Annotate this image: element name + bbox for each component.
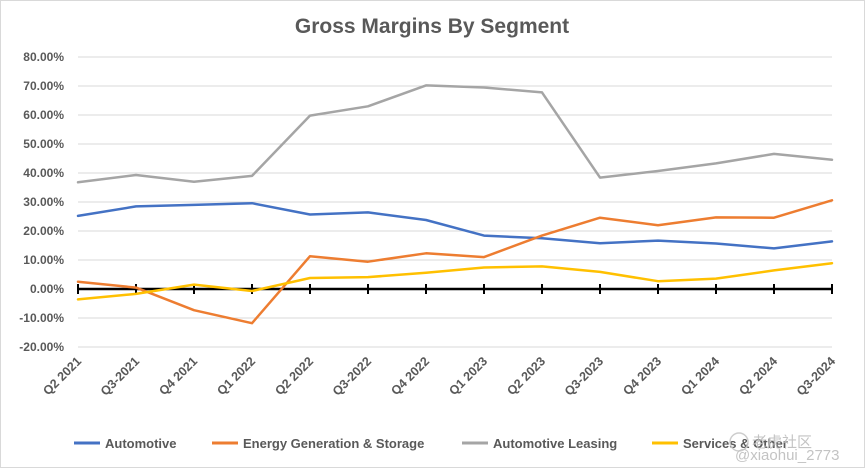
- legend-label: Energy Generation & Storage: [243, 436, 424, 451]
- x-tick-label: Q3-2022: [330, 354, 374, 398]
- series-line: [76, 201, 834, 250]
- watermark-logo-icon: [729, 432, 749, 452]
- y-tick-label: 20.00%: [23, 224, 64, 238]
- y-tick-label: 70.00%: [23, 79, 64, 93]
- y-axis-ticks: 80.00% 70.00% 60.00% 50.00% 40.00% 30.00% 20.0…: [19, 50, 64, 354]
- x-tick-label: Q3-2023: [562, 354, 606, 398]
- legend: Automotive Energy Generation & Storage Aut…: [74, 436, 788, 451]
- x-tick-label: Q3-2024: [794, 354, 838, 398]
- chart-title: Gross Margins By Segment: [295, 15, 569, 38]
- x-tick-label: Q1 2022: [214, 354, 258, 398]
- series-lines: [76, 84, 834, 325]
- x-tick-label: Q1 2023: [446, 354, 490, 398]
- y-tick-label: 30.00%: [23, 195, 64, 209]
- x-tick-label: Q2 2021: [40, 354, 84, 398]
- watermark-text-1: 老虎社区: [752, 434, 812, 451]
- x-tick-label: Q3-2021: [98, 354, 142, 398]
- y-tick-label: 10.00%: [23, 253, 64, 267]
- legend-label: Automotive Leasing: [493, 436, 617, 451]
- x-tick-label: Q1 2024: [678, 354, 722, 398]
- y-tick-label: -20.00%: [19, 340, 64, 354]
- series-line: [76, 261, 834, 301]
- series-line: [76, 199, 834, 325]
- y-tick-label: 80.00%: [23, 50, 64, 64]
- x-tick-label: Q4 2021: [156, 354, 200, 398]
- y-tick-label: 40.00%: [23, 166, 64, 180]
- watermark-text-2: @xiaohui_2773: [735, 447, 839, 464]
- x-tick-label: Q2 2024: [736, 354, 780, 398]
- x-tick-label: Q4 2023: [620, 354, 664, 398]
- legend-label: Automotive: [105, 436, 177, 451]
- y-tick-label: 0.00%: [30, 282, 64, 296]
- grid-lines: [78, 56, 832, 348]
- y-tick-label: 60.00%: [23, 108, 64, 122]
- legend-label: Services & Other: [683, 436, 788, 451]
- y-tick-label: -10.00%: [19, 311, 64, 325]
- series-line: [76, 84, 834, 184]
- x-axis-ticks: Q2 2021 Q3-2021 Q4 2021 Q1 2022 Q2 2022 Q3-20…: [40, 354, 838, 398]
- watermark: 老虎社区 @xiaohui_2773: [729, 432, 839, 464]
- y-tick-label: 50.00%: [23, 137, 64, 151]
- zero-axis: [77, 284, 833, 294]
- x-tick-label: Q4 2022: [388, 354, 432, 398]
- x-tick-label: Q2 2022: [272, 354, 316, 398]
- x-tick-label: Q2 2023: [504, 354, 548, 398]
